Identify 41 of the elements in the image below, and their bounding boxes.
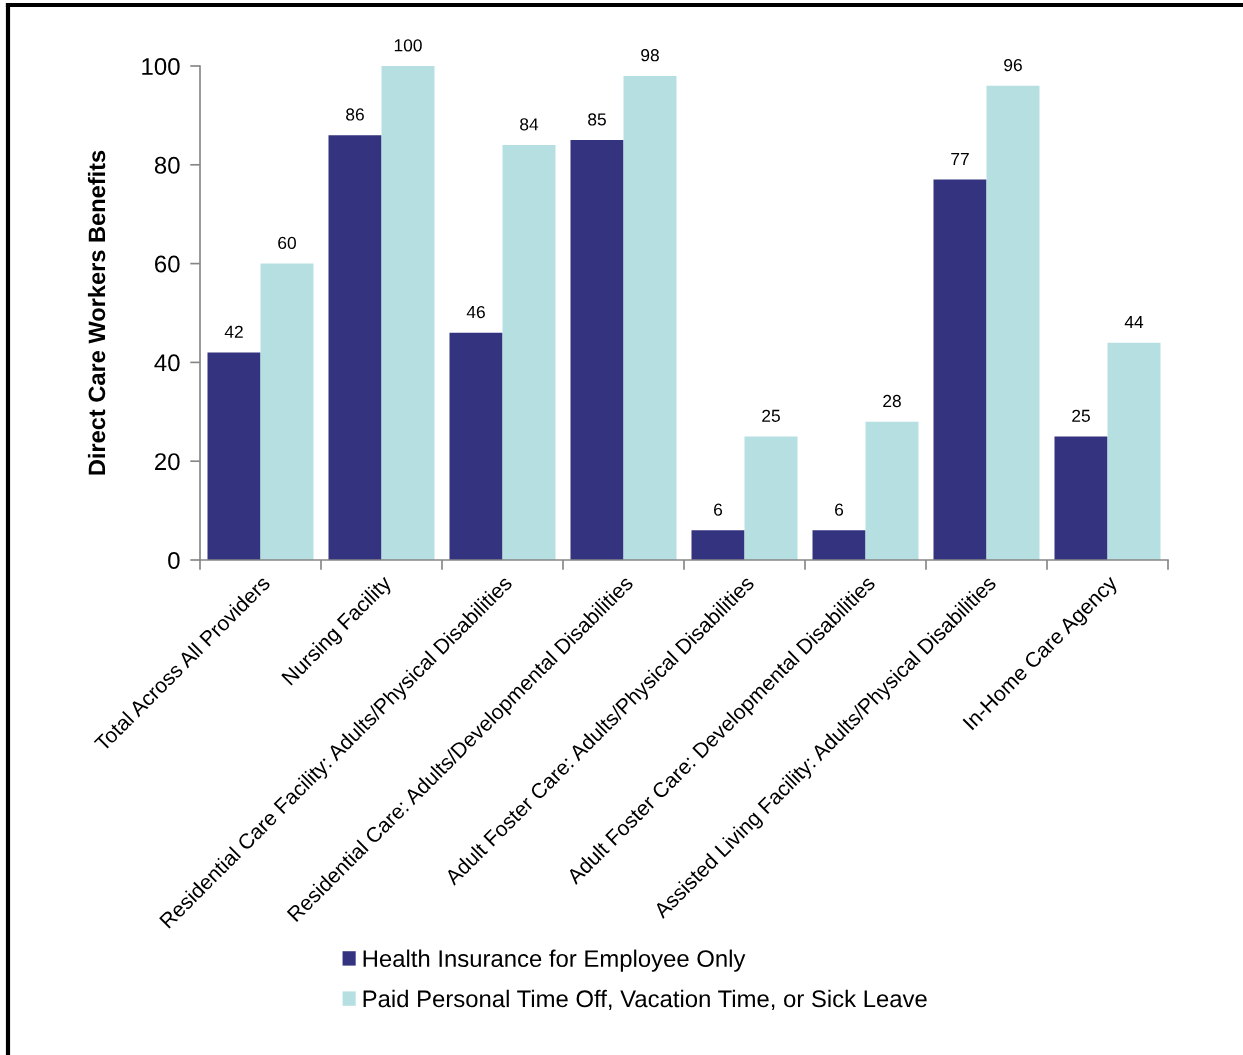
- data-label: 100: [394, 39, 422, 52]
- bar: [381, 66, 435, 560]
- y-tick-label: 0: [168, 551, 180, 569]
- data-label: 96: [1004, 58, 1022, 72]
- legend-label: Health Insurance for Employee Only: [363, 949, 746, 972]
- data-label: 60: [278, 236, 296, 250]
- bar: [449, 332, 503, 560]
- bar: [744, 436, 798, 560]
- data-label: 42: [224, 325, 243, 338]
- y-axis-title: Direct Care Workers Benefits: [87, 150, 106, 475]
- bar: [328, 135, 382, 560]
- bar: [812, 530, 866, 560]
- bar: [691, 530, 745, 560]
- y-tick-label: 40: [154, 354, 180, 372]
- bar: [623, 75, 677, 560]
- y-tick-label: 100: [142, 57, 180, 75]
- bar: [570, 140, 624, 560]
- y-tick-label: 20: [155, 453, 180, 471]
- data-label: 28: [883, 394, 901, 408]
- data-label: 85: [588, 113, 606, 126]
- data-label: 6: [835, 503, 844, 516]
- legend-label: Paid Personal Time Off, Vacation Time, or Sick Leave: [363, 989, 927, 1011]
- y-tick-label: 80: [154, 156, 180, 174]
- data-label: 25: [762, 409, 780, 422]
- bar: [865, 421, 919, 560]
- data-label: 25: [1072, 409, 1090, 422]
- y-tick-label: 60: [155, 255, 180, 273]
- data-label: 84: [520, 118, 539, 131]
- bar: [1054, 436, 1108, 560]
- data-label: 44: [1124, 315, 1144, 328]
- bar: [502, 145, 556, 560]
- data-label: 86: [346, 108, 364, 121]
- bar: [986, 85, 1040, 560]
- bar: [1107, 342, 1161, 560]
- data-label: 46: [466, 305, 485, 319]
- bar: [207, 352, 261, 560]
- bar: [260, 263, 314, 560]
- data-label: 98: [641, 49, 659, 62]
- data-label: 77: [951, 152, 969, 165]
- bar: [933, 179, 987, 560]
- data-label: 6: [714, 503, 723, 516]
